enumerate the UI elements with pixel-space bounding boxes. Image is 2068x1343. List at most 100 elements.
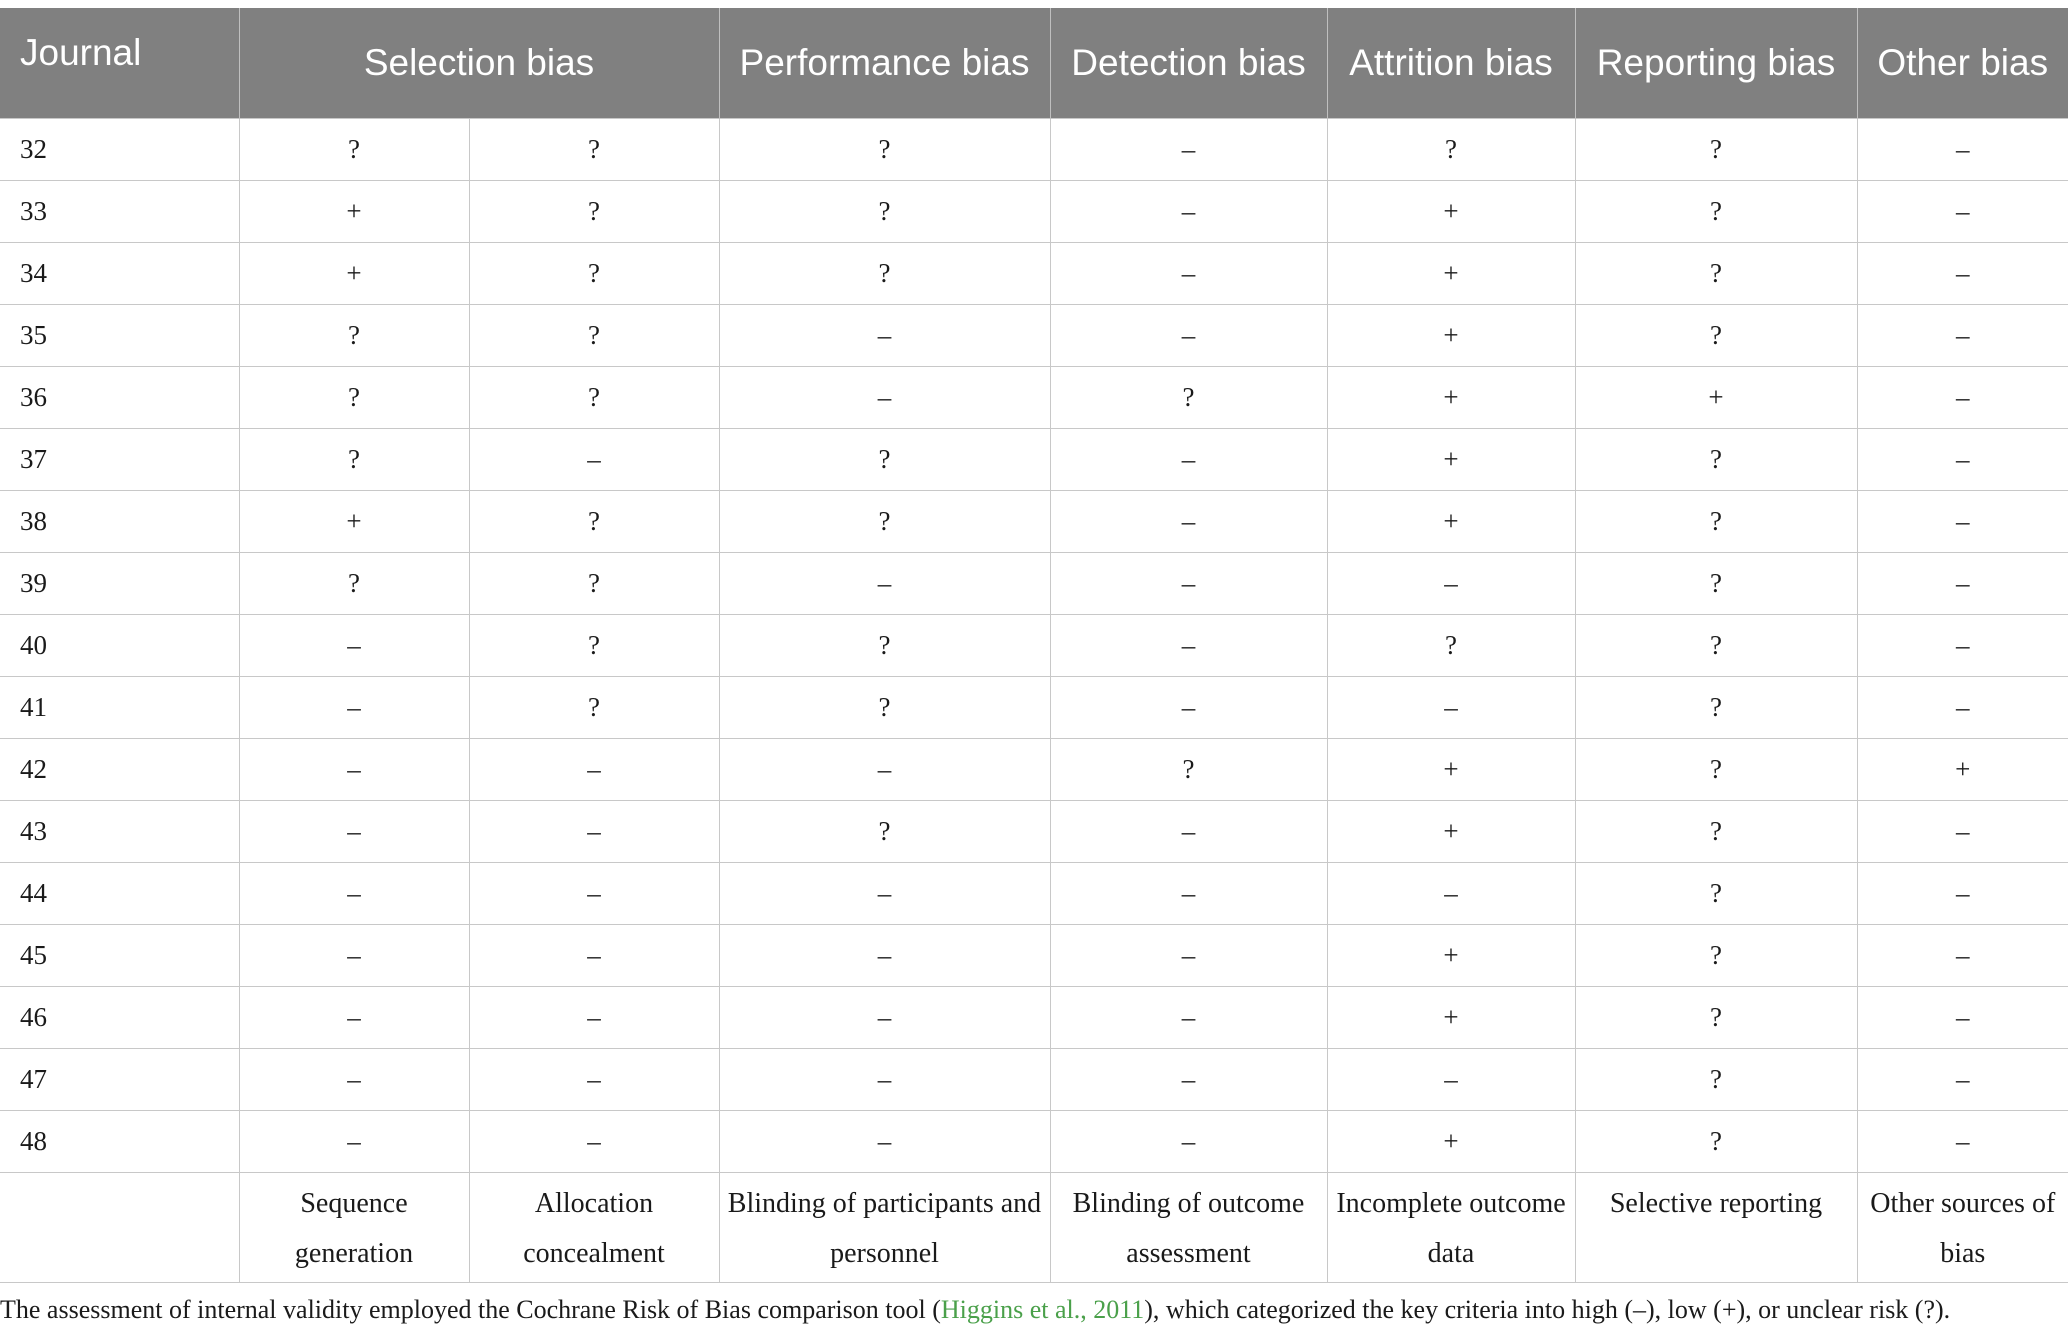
- risk-rating-cell: –: [1856, 675, 2068, 738]
- risk-rating-cell: –: [718, 923, 1050, 986]
- table-row: 45– – – – +? –: [0, 923, 2068, 986]
- risk-rating-cell: –: [1049, 861, 1327, 924]
- risk-rating-cell: –: [1856, 799, 2068, 862]
- risk-rating-cell: ?: [1326, 613, 1575, 676]
- risk-rating-cell: –: [1856, 861, 2068, 924]
- risk-rating-cell: ?: [468, 179, 719, 242]
- risk-rating-cell: +: [238, 241, 469, 304]
- risk-rating-cell: ?: [718, 241, 1050, 304]
- table-row: 32??? –?? –: [0, 117, 2068, 180]
- risk-rating-cell: –: [1856, 489, 2068, 552]
- risk-rating-cell: –: [1326, 1047, 1575, 1110]
- header-other-bias: Other bias: [1856, 8, 2068, 118]
- risk-rating-cell: –: [718, 365, 1050, 428]
- risk-rating-cell: ?: [718, 799, 1050, 862]
- journal-id-cell: 41: [0, 675, 239, 738]
- risk-rating-cell: –: [718, 551, 1050, 614]
- journal-id-cell: 35: [0, 303, 239, 366]
- risk-rating-cell: ?: [718, 613, 1050, 676]
- risk-rating-cell: ?: [718, 117, 1050, 180]
- header-selection-bias: Selection bias: [238, 8, 719, 118]
- risk-rating-cell: ?: [468, 117, 719, 180]
- risk-rating-cell: –: [1856, 365, 2068, 428]
- risk-rating-cell: –: [238, 1109, 469, 1172]
- risk-rating-cell: ?: [1574, 241, 1857, 304]
- risk-rating-cell: –: [238, 613, 469, 676]
- risk-rating-cell: ?: [718, 427, 1050, 490]
- risk-rating-cell: –: [1049, 241, 1327, 304]
- criteria-cell: Blinding of participants and personnel: [718, 1171, 1050, 1283]
- risk-rating-cell: –: [468, 737, 719, 800]
- risk-rating-cell: +: [238, 179, 469, 242]
- journal-id-cell: 44: [0, 861, 239, 924]
- journal-id-cell: 48: [0, 1109, 239, 1172]
- risk-rating-cell: ?: [468, 241, 719, 304]
- risk-rating-cell: ?: [238, 117, 469, 180]
- risk-rating-cell: ?: [1574, 675, 1857, 738]
- risk-rating-cell: –: [1326, 861, 1575, 924]
- risk-rating-cell: +: [1574, 365, 1857, 428]
- risk-rating-cell: ?: [238, 365, 469, 428]
- risk-of-bias-table: Journal Selection bias Performance bias …: [0, 8, 2068, 1283]
- risk-rating-cell: –: [468, 985, 719, 1048]
- header-reporting-bias: Reporting bias: [1574, 8, 1857, 118]
- risk-rating-cell: –: [468, 427, 719, 490]
- criteria-cell: Incomplete outcome data: [1326, 1171, 1575, 1283]
- risk-rating-cell: –: [1049, 179, 1327, 242]
- risk-rating-cell: –: [1326, 675, 1575, 738]
- risk-rating-cell: –: [238, 799, 469, 862]
- risk-rating-cell: –: [718, 1109, 1050, 1172]
- risk-rating-cell: ?: [1574, 923, 1857, 986]
- table-row: 36?? –? + + –: [0, 365, 2068, 428]
- risk-rating-cell: –: [1049, 923, 1327, 986]
- journal-id-cell: 38: [0, 489, 239, 552]
- header-detection-bias: Detection bias: [1049, 8, 1327, 118]
- risk-rating-cell: ?: [1574, 1047, 1857, 1110]
- risk-rating-cell: –: [238, 861, 469, 924]
- risk-rating-cell: –: [1049, 489, 1327, 552]
- risk-rating-cell: –: [238, 1047, 469, 1110]
- risk-rating-cell: ?: [1574, 799, 1857, 862]
- risk-rating-cell: ?: [468, 551, 719, 614]
- risk-rating-cell: –: [1326, 551, 1575, 614]
- risk-rating-cell: –: [718, 1047, 1050, 1110]
- journal-id-cell: 43: [0, 799, 239, 862]
- risk-rating-cell: ?: [718, 489, 1050, 552]
- table-row: 46– – – – +? –: [0, 985, 2068, 1048]
- risk-rating-cell: +: [1326, 427, 1575, 490]
- risk-rating-cell: –: [1856, 1109, 2068, 1172]
- table-row: 38 +?? – +? –: [0, 489, 2068, 552]
- risk-rating-cell: +: [1856, 737, 2068, 800]
- risk-rating-cell: –: [1856, 985, 2068, 1048]
- risk-rating-cell: –: [1049, 675, 1327, 738]
- table-row: 42– – –? +? +: [0, 737, 2068, 800]
- footnote-reference-link[interactable]: Higgins et al., 2011: [940, 1295, 1145, 1324]
- risk-rating-cell: ?: [1574, 1109, 1857, 1172]
- risk-rating-cell: ?: [1049, 737, 1327, 800]
- risk-rating-cell: ?: [468, 675, 719, 738]
- risk-rating-cell: ?: [468, 365, 719, 428]
- risk-rating-cell: ?: [1574, 737, 1857, 800]
- journal-id-cell: 37: [0, 427, 239, 490]
- criteria-cell: Allocation concealment: [468, 1171, 719, 1283]
- journal-id-cell: 46: [0, 985, 239, 1048]
- risk-rating-cell: –: [238, 675, 469, 738]
- risk-rating-cell: ?: [238, 303, 469, 366]
- risk-rating-cell: –: [468, 799, 719, 862]
- risk-rating-cell: –: [1049, 427, 1327, 490]
- risk-rating-cell: +: [1326, 241, 1575, 304]
- header-row: Journal Selection bias Performance bias …: [0, 8, 2068, 118]
- risk-rating-cell: –: [1856, 1047, 2068, 1110]
- table-row: 43– –? – +? –: [0, 799, 2068, 862]
- footnote-text-after: ), which categorized the key criteria in…: [1144, 1295, 1951, 1324]
- risk-rating-cell: –: [1856, 179, 2068, 242]
- risk-rating-cell: –: [468, 861, 719, 924]
- risk-rating-cell: ?: [1574, 551, 1857, 614]
- risk-rating-cell: –: [1049, 1047, 1327, 1110]
- header-attrition-bias: Attrition bias: [1326, 8, 1575, 118]
- risk-rating-cell: +: [1326, 737, 1575, 800]
- journal-id-cell: 32: [0, 117, 239, 180]
- journal-id-cell: 40: [0, 613, 239, 676]
- risk-rating-cell: +: [1326, 365, 1575, 428]
- risk-rating-cell: ?: [468, 489, 719, 552]
